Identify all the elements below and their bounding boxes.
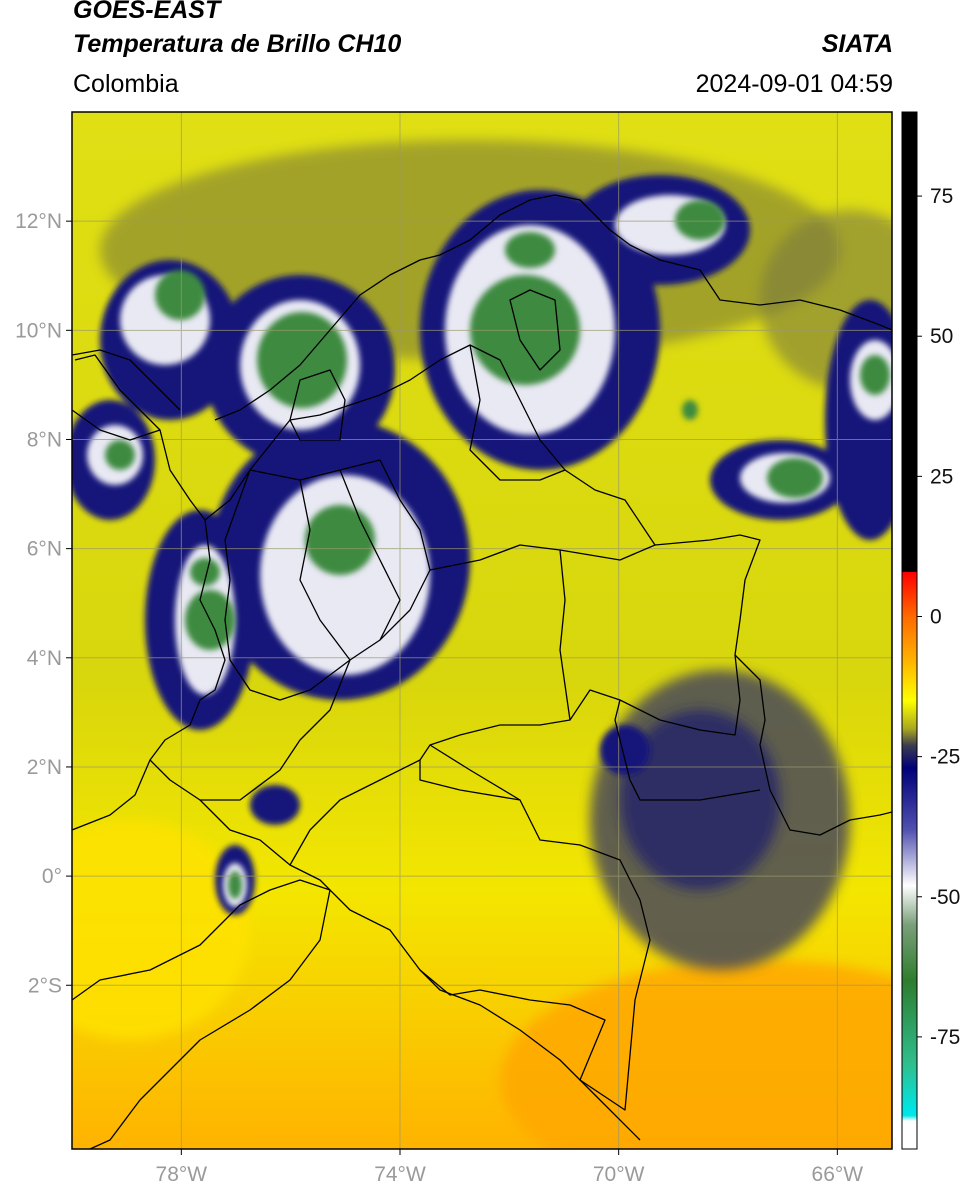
longitude-tick-label: 70°W: [593, 1163, 645, 1186]
satellite-title: GOES-EAST: [73, 0, 221, 24]
latitude-tick-label: 10°N: [15, 319, 62, 342]
department-boundary: [429, 744, 521, 801]
latitude-tick-label: 12°N: [15, 210, 62, 233]
borders: [72, 194, 892, 1149]
caribbean-coastline: [214, 194, 892, 421]
datetime-label: 2024-09-01 04:59: [695, 70, 893, 98]
colorbar-tick-label: 50: [930, 325, 953, 348]
latitude-ticks: 12°N 10°N 8°N 6°N 4°N 2°N 0° 2°S: [15, 210, 72, 997]
department-boundaries: [224, 459, 431, 701]
region-label: Colombia: [73, 70, 179, 98]
latitude-tick-label: 6°N: [27, 538, 62, 561]
panama-coast-north: [72, 349, 181, 411]
ecuador-peru-border: [72, 879, 331, 1149]
colorbar-scale: [901, 111, 918, 1150]
department-boundary: [559, 549, 571, 721]
longitude-tick-label: 78°W: [156, 1163, 208, 1186]
panama-coast: [72, 409, 161, 441]
longitude-tick-label: 66°W: [812, 1163, 864, 1186]
latitude-tick-label: 8°N: [27, 428, 62, 451]
latitude-tick-label: 2°N: [27, 756, 62, 779]
latitude-tick-label: 0°: [42, 865, 62, 888]
department-boundary: [299, 479, 351, 661]
department-boundary: [469, 344, 566, 481]
department-boundary: [429, 544, 656, 571]
longitude-ticks: 78°W 74°W 70°W 66°W: [156, 1149, 864, 1186]
brightness-temperature-field: [72, 112, 892, 1149]
department-boundary: [289, 369, 346, 441]
department-boundary: [289, 759, 421, 866]
colorbar-tick-label: -25: [930, 746, 960, 769]
colorbar: 75 50 25 0 -25 -50 -75: [901, 111, 960, 1150]
brazil-border: [614, 699, 761, 801]
department-boundary: [339, 469, 401, 641]
colorbar-tick-label: 75: [930, 185, 953, 208]
product-title: Temperatura de Brillo CH10: [73, 30, 402, 58]
colorbar-tick-label: 25: [930, 465, 953, 488]
venezuela-brazil-border: [734, 654, 892, 836]
colorbar-tick-label: -50: [930, 886, 960, 909]
department-boundary: [509, 289, 561, 371]
department-boundary: [200, 659, 351, 801]
longitude-tick-label: 74°W: [374, 1163, 426, 1186]
colorbar-tick-label: 0: [930, 605, 942, 628]
peru-brazil-border: [419, 969, 641, 1141]
map-frame: [71, 111, 893, 1150]
colorbar-tick-label: -75: [930, 1026, 960, 1049]
latitude-tick-label: 4°N: [27, 647, 62, 670]
pacific-coastline: [72, 354, 226, 831]
latitude-tick-label: 2°S: [28, 974, 62, 997]
organization-label: SIATA: [821, 30, 893, 58]
graticule: [72, 112, 892, 1149]
colombia-border: [149, 344, 761, 1111]
